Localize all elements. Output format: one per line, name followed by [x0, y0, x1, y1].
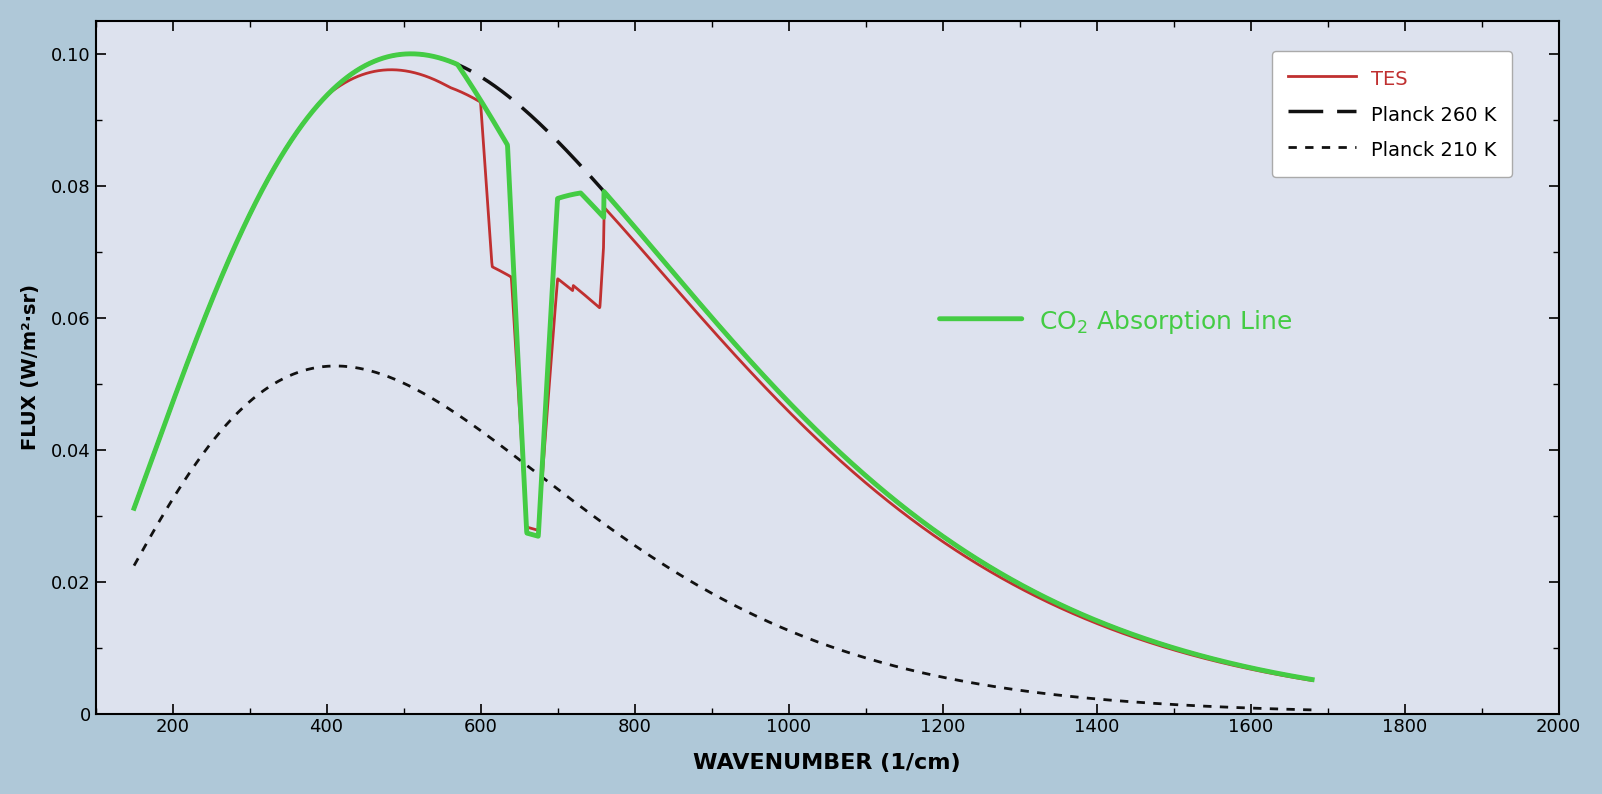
Y-axis label: FLUX (W/m²·sr): FLUX (W/m²·sr) [21, 284, 40, 450]
X-axis label: WAVENUMBER (1/cm): WAVENUMBER (1/cm) [694, 754, 961, 773]
Text: $\mathregular{CO_2}$ Absorption Line: $\mathregular{CO_2}$ Absorption Line [1040, 308, 1293, 336]
Legend: TES, Planck 260 K, Planck 210 K: TES, Planck 260 K, Planck 210 K [1272, 52, 1512, 177]
